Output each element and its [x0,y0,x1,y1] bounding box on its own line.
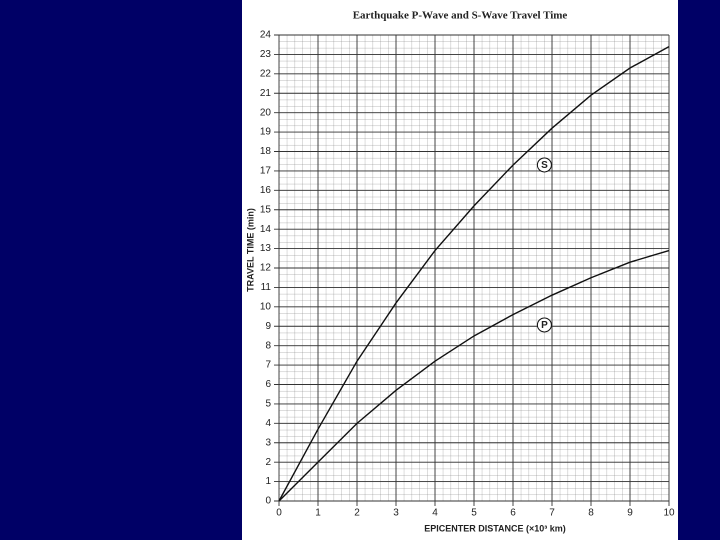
y-tick-label: 18 [260,146,272,157]
x-tick-label: 10 [663,508,675,519]
x-tick-label: 5 [471,508,477,519]
y-tick-label: 16 [260,185,272,196]
series-label-circle [536,317,552,333]
series-label: P [541,320,548,331]
x-tick-label: 1 [315,508,321,519]
y-tick-label: 13 [260,243,272,254]
chart-title: Earthquake P-Wave and S-Wave Travel Time [353,10,568,22]
y-tick-label: 11 [261,282,272,293]
x-axis-label: EPICENTER DISTANCE (×10³ km) [424,523,566,533]
y-tick-label: 0 [265,496,271,507]
x-tick-label: 2 [354,508,360,519]
y-tick-label: 4 [265,418,271,429]
x-tick-label: 0 [276,508,282,519]
x-tick-label: 3 [393,508,399,519]
y-tick-label: 21 [260,88,272,99]
y-tick-label: 6 [265,379,271,390]
y-tick-label: 15 [260,204,272,215]
y-tick-label: 17 [260,166,272,177]
y-tick-label: 1 [265,476,271,487]
x-tick-label: 8 [588,508,594,519]
y-tick-label: 9 [265,321,271,332]
y-tick-label: 14 [260,224,272,235]
series-line [278,46,670,502]
y-tick-label: 3 [265,437,271,448]
y-tick-label: 24 [260,30,272,41]
y-tick-label: 23 [260,49,272,60]
x-tick-label: 6 [510,508,516,519]
x-tick-label: 4 [432,508,438,519]
x-tick-label: 7 [549,508,555,519]
y-tick-label: 5 [265,399,271,410]
series-label-circle [536,157,552,173]
y-tick-label: 19 [260,127,272,138]
y-tick-label: 12 [260,263,272,274]
y-axis-label: TRAVEL TIME (min) [245,208,255,292]
y-tick-label: 7 [265,360,271,371]
y-tick-label: 20 [260,107,272,118]
y-tick-label: 8 [265,340,271,351]
series-label: S [541,160,548,171]
y-tick-label: 10 [260,301,272,312]
x-tick-label: 9 [627,508,633,519]
y-tick-label: 2 [265,457,271,468]
y-tick-label: 22 [260,68,272,79]
series-line [278,249,670,502]
